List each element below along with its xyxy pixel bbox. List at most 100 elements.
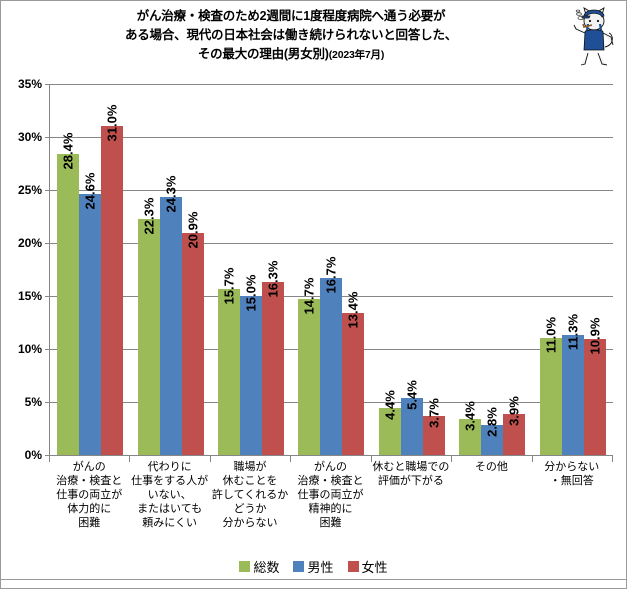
bar[interactable]	[181, 233, 204, 455]
y-axis-labels: 0% 5% 10% 15% 20% 25% 30% 35%	[1, 77, 49, 462]
x-axis-category-label: がんの 治療・検査と 仕事の両立が 体力的に 困難	[49, 460, 129, 530]
y-axis-tick-label: 20%	[17, 236, 42, 250]
bar[interactable]	[57, 153, 80, 455]
bar[interactable]	[240, 296, 263, 455]
bar-value-label: 16.3%	[260, 261, 281, 298]
legend-item-総数[interactable]: 総数	[239, 557, 279, 576]
bar-value-label: 24.6%	[77, 173, 98, 210]
bar[interactable]	[378, 408, 401, 455]
chart-legend: 総数 男性 女性	[1, 557, 626, 576]
bar-value-label: 22.3%	[136, 197, 156, 234]
bar-group: 4.4% 5.4% 3.7%	[372, 84, 452, 455]
bar-item[interactable]: 3.9%	[503, 84, 526, 455]
bar-item[interactable]: 15.0%	[240, 84, 263, 455]
bar[interactable]	[422, 415, 445, 455]
bar-value-text: 10.9%	[587, 318, 603, 355]
bar-value-label: 28.4%	[55, 133, 76, 170]
bar-group: 15.7% 15.0% 16.3%	[211, 84, 291, 455]
bar-value-text: 3.4%	[462, 401, 478, 431]
bar[interactable]	[101, 126, 124, 455]
bar[interactable]	[583, 339, 606, 455]
category-label-line: 休むことを	[222, 475, 278, 487]
legend-item-男性[interactable]: 男性	[293, 557, 334, 576]
bar-group: 22.3% 24.3% 20.9%	[130, 84, 210, 455]
bar-item[interactable]: 3.4%	[459, 84, 482, 455]
bar[interactable]	[262, 282, 285, 455]
bar-value-text: 5.4%	[404, 379, 420, 410]
bar-item[interactable]: 28.4%	[55, 84, 80, 455]
bar-value-text: 3.9%	[506, 395, 522, 426]
x-axis-category-label: 代わりに 仕事をする人が いない、 またはいても 頼みにくい	[129, 460, 209, 530]
bar[interactable]	[298, 299, 321, 455]
gridline	[50, 137, 613, 138]
bar-value-label: 31.0%	[99, 105, 120, 142]
bar-item[interactable]: 22.3%	[136, 84, 160, 455]
category-label-line: 仕事の両立が	[56, 489, 123, 501]
bar-group-bars: 15.7% 15.0% 16.3%	[211, 84, 291, 455]
bar[interactable]	[539, 338, 562, 455]
bar-item[interactable]: 5.4%	[400, 84, 423, 455]
bar-item[interactable]: 10.9%	[583, 84, 606, 455]
bar[interactable]	[79, 194, 102, 455]
y-axis-tick	[45, 84, 50, 85]
category-label-line: 治療・検査と	[297, 475, 364, 487]
category-label-line: どうか	[233, 503, 267, 515]
bar-group-bars: 3.4% 2.8% 3.9%	[452, 84, 532, 455]
y-axis-tick	[45, 243, 50, 244]
bar-value-text: 20.9%	[185, 212, 201, 249]
bar-item[interactable]: 11.0%	[539, 84, 562, 455]
x-axis-tick	[290, 456, 291, 462]
bar-group-bars: 14.7% 16.7% 13.4%	[291, 84, 371, 455]
bar-item[interactable]: 20.9%	[180, 84, 204, 455]
bar[interactable]	[137, 218, 160, 455]
category-label-line: 評価が下がる	[377, 475, 444, 487]
bar[interactable]	[481, 425, 504, 455]
bar-value-text: 24.3%	[163, 175, 179, 213]
bar-value-text: 15.0%	[243, 274, 259, 312]
bar[interactable]	[503, 413, 526, 455]
x-axis-category-label: その他	[451, 460, 531, 474]
bar-item[interactable]: 16.3%	[260, 84, 285, 455]
x-axis-tick	[210, 456, 211, 462]
title-line-3-main: その最大の理由(男女別)	[197, 47, 329, 61]
bar-item[interactable]: 3.7%	[422, 84, 445, 455]
x-axis-tick	[612, 456, 613, 462]
bar-item[interactable]: 11.3%	[561, 84, 584, 455]
bar-value-label: 20.9%	[180, 212, 200, 249]
bar-item[interactable]: 24.6%	[77, 84, 102, 455]
x-axis-category-label: 休むと職場での 評価が下がる	[371, 460, 451, 488]
bar-item[interactable]: 2.8%	[481, 84, 504, 455]
gridline	[50, 84, 613, 85]
bar-item[interactable]: 16.7%	[320, 84, 343, 455]
bar-item[interactable]: 24.3%	[159, 84, 182, 455]
bar-value-text: 13.4%	[345, 291, 361, 329]
bar[interactable]	[320, 277, 343, 455]
bar-value-text: 2.8%	[484, 407, 500, 438]
category-label-line: 分からない	[222, 517, 278, 529]
bar[interactable]	[561, 335, 584, 455]
bar[interactable]	[459, 418, 482, 455]
bar-item[interactable]: 31.0%	[99, 84, 124, 455]
bar-item[interactable]: 4.4%	[377, 84, 401, 455]
bar-value-label: 4.4%	[377, 391, 397, 421]
bar-group-bars: 28.4% 24.6% 31.0%	[50, 84, 130, 455]
plot-area: 28.4% 24.6% 31.0% 22.3% 24.3% 20.9% 15.7% 15.0%…	[45, 84, 613, 456]
legend-item-女性[interactable]: 女性	[347, 557, 388, 576]
y-axis-tick-label: 30%	[17, 130, 42, 144]
bar-item[interactable]: 13.4%	[342, 84, 365, 455]
bar[interactable]	[400, 397, 423, 455]
bar[interactable]	[342, 312, 365, 455]
y-axis-tick-label: 0%	[24, 448, 42, 462]
y-axis-tick-label: 5%	[24, 395, 42, 409]
title-line-2: ある場合、現代の日本社会は働き続けられないと回答した、	[124, 28, 458, 42]
bar[interactable]	[159, 197, 182, 455]
bar-group-bars: 4.4% 5.4% 3.7%	[372, 84, 452, 455]
category-label-line: がんの	[72, 461, 106, 473]
x-axis-tick	[532, 456, 533, 462]
title-date: (2023年7月)	[328, 49, 385, 61]
bar-item[interactable]: 15.7%	[218, 84, 241, 455]
x-axis-labels: がんの 治療・検査と 仕事の両立が 体力的に 困難 代わりに 仕事をする人が いない、 またはい…	[49, 460, 613, 550]
bar[interactable]	[218, 288, 241, 455]
bar-item[interactable]: 14.7%	[298, 84, 321, 455]
